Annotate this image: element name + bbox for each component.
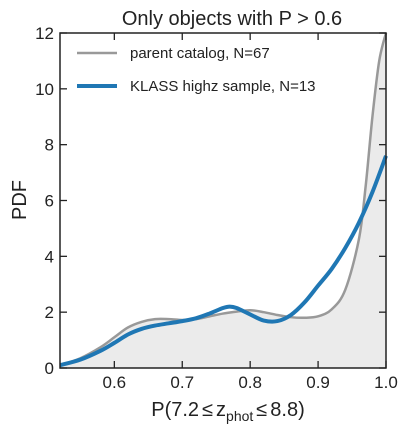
series-fill-0 xyxy=(60,33,386,368)
legend-label-klass: KLASS highz sample, N=13 xyxy=(130,78,316,95)
y-tick-label: 12 xyxy=(35,24,54,43)
series-line-1 xyxy=(59,155,388,368)
x-tick-label: 0.7 xyxy=(170,373,194,392)
y-tick-label: 10 xyxy=(35,80,54,99)
y-axis-label: PDF xyxy=(9,180,31,220)
x-tick-label: 0.6 xyxy=(103,373,127,392)
chart-title: Only objects with P > 0.6 xyxy=(122,8,342,30)
legend: parent catalog, N=67 KLASS highz sample,… xyxy=(77,45,316,95)
y-tick-label: 8 xyxy=(45,136,54,155)
y-tick-label: 6 xyxy=(45,192,54,211)
plot-area xyxy=(59,32,388,368)
x-tick-label: 0.8 xyxy=(238,373,262,392)
y-tick-label: 0 xyxy=(45,359,54,378)
axes: 0 2 4 6 8 10 12 0.6 0.7 0.8 0.9 1.0 xyxy=(35,24,398,392)
y-tick-label: 2 xyxy=(45,303,54,322)
x-tick-label: 1.0 xyxy=(374,373,398,392)
x-tick-label: 0.9 xyxy=(306,373,330,392)
y-tick-label: 4 xyxy=(45,247,54,266)
x-axis-label: P(7.2 ≤ zphot ≤8.8) xyxy=(151,399,305,424)
legend-label-parent: parent catalog, N=67 xyxy=(130,45,270,62)
